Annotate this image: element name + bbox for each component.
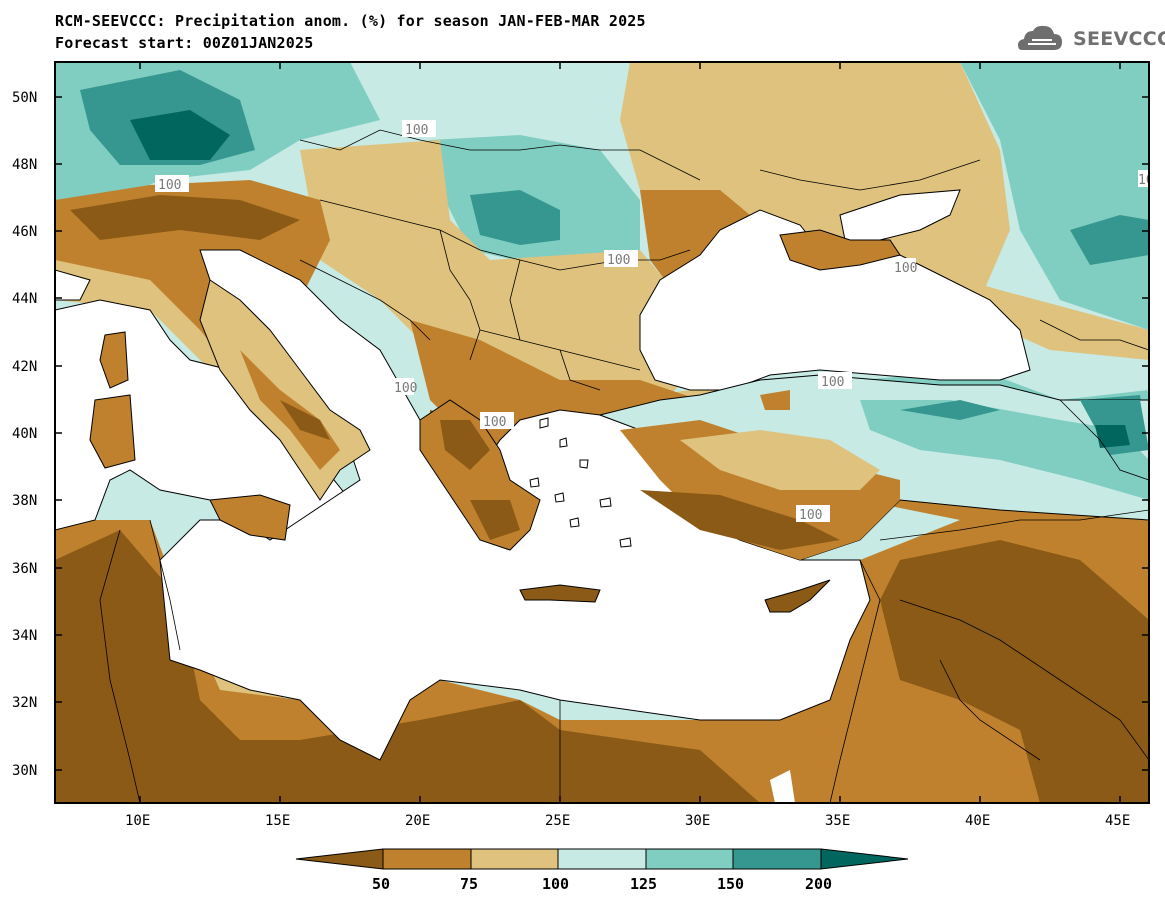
lat-label: 40N (12, 426, 37, 442)
lat-label: 34N (12, 628, 37, 644)
latitude-axis (55, 96, 1149, 771)
contour-label-100: 100 (483, 415, 506, 430)
contour-label-100: 100 (394, 381, 417, 396)
lon-label: 30E (685, 813, 710, 829)
lat-label: 48N (12, 157, 37, 173)
colorbar-tick: 75 (460, 875, 478, 893)
lon-label: 40E (965, 813, 990, 829)
lon-label: 35E (825, 813, 850, 829)
colorbar (295, 848, 909, 870)
lat-label: 36N (12, 561, 37, 577)
lat-label: 44N (12, 291, 37, 307)
lat-label: 38N (12, 493, 37, 509)
colorbar-labels: 50 75 100 125 150 200 (372, 875, 832, 893)
cyprus (764, 579, 831, 613)
contour-label-100: 100 (607, 253, 630, 268)
cloud-icon (1018, 25, 1062, 50)
lat-label: 50N (12, 90, 37, 106)
crete (519, 584, 601, 603)
map-title: RCM-SEEVCCC: Precipitation anom. (%) for… (55, 12, 646, 30)
lon-label: 15E (265, 813, 290, 829)
corsica (99, 331, 129, 389)
sicily (209, 494, 291, 541)
lon-label: 10E (125, 813, 150, 829)
contour-label-100: 100 (405, 123, 428, 138)
longitude-axis (139, 62, 1121, 803)
contour-label-100: 100 (158, 178, 181, 193)
colorbar-tick: 200 (805, 875, 832, 893)
colorbar-tick: 100 (542, 875, 569, 893)
lat-label: 42N (12, 359, 37, 375)
colorbar-tick: 50 (372, 875, 390, 893)
sardinia (89, 394, 136, 469)
contour-label-100: 100 (799, 508, 822, 523)
contour-label-100: 100 (894, 261, 917, 276)
contour-label-100: 100 (821, 375, 844, 390)
forecast-start-label: Forecast start: 00Z01JAN2025 (55, 34, 314, 52)
lon-label: 45E (1105, 813, 1130, 829)
colorbar-tick: 150 (717, 875, 744, 893)
lat-label: 46N (12, 224, 37, 240)
lat-label: 32N (12, 695, 37, 711)
contour-labels: 100 100 100 100 100 100 100 100 100 (155, 120, 1161, 523)
lon-label: 25E (545, 813, 570, 829)
logo-text: SEEVCCC (1073, 28, 1165, 50)
lat-label: 30N (12, 763, 37, 779)
black-sea (639, 209, 1031, 391)
contour-label-100: 100 (1138, 173, 1161, 188)
longitude-labels: 10E 15E 20E 25E 30E 35E 40E 45E (125, 813, 1130, 829)
latitude-labels: 50N 48N 46N 44N 42N 40N 38N 36N 34N 32N … (12, 90, 37, 779)
colorbar-tick: 125 (630, 875, 657, 893)
lon-label: 20E (405, 813, 430, 829)
